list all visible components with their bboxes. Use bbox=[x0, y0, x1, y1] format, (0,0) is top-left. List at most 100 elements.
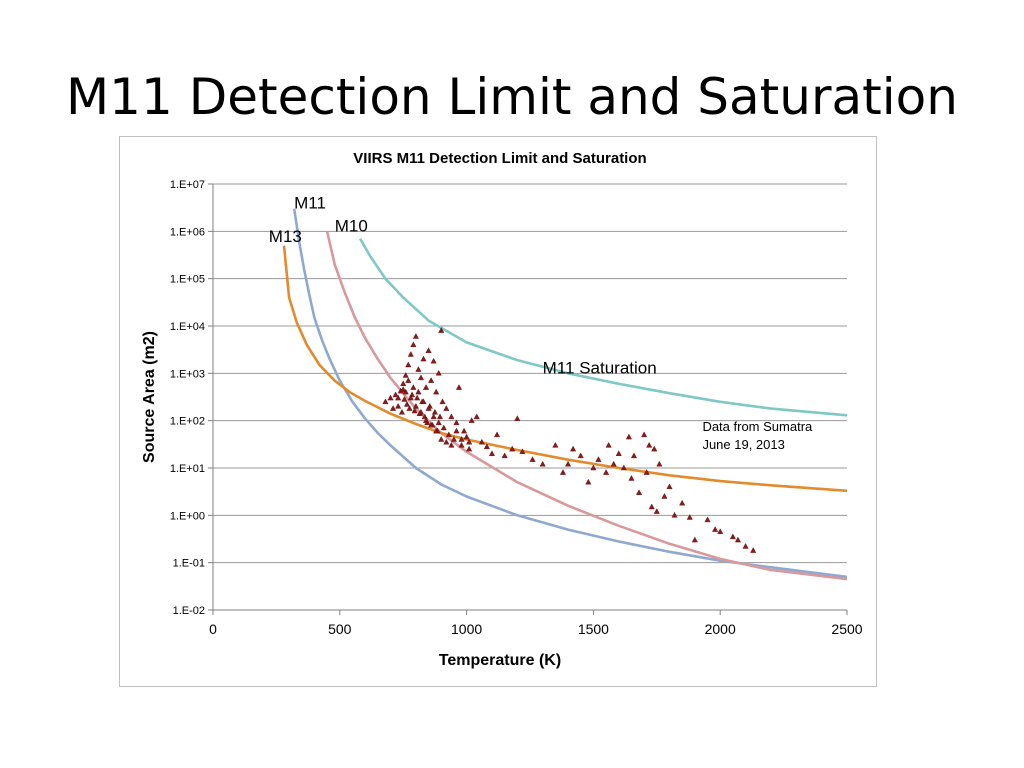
scatter-point bbox=[433, 427, 440, 434]
scatter-point bbox=[436, 413, 444, 420]
scatter-point bbox=[585, 478, 592, 485]
scatter-point bbox=[661, 493, 668, 499]
scatter-point bbox=[420, 398, 427, 405]
scatter-point bbox=[412, 402, 419, 409]
scatter-point bbox=[478, 438, 485, 445]
scatter-point bbox=[422, 384, 430, 390]
scatter-point bbox=[433, 388, 440, 395]
scatter-point bbox=[453, 419, 460, 426]
scatter-point bbox=[704, 516, 711, 523]
axes: 1.E-02 1.E-01 1.E+00 1.E+01 1.E+02 1.E+03 1.E+… bbox=[170, 179, 863, 637]
chart-text: VIIRS M11 Detection Limit and Saturation… bbox=[141, 150, 813, 669]
scatter-point bbox=[435, 419, 442, 426]
y-tick-label: 1.E-02 bbox=[173, 605, 205, 617]
scatter-point bbox=[395, 402, 402, 409]
scatter-point bbox=[493, 431, 501, 438]
x-tick-label: 0 bbox=[209, 621, 217, 637]
annotation-label: M13 bbox=[269, 227, 302, 246]
scatter-point bbox=[414, 394, 421, 401]
slide-title: M11 Detection Limit and Saturation bbox=[66, 68, 958, 126]
scatter-point bbox=[448, 441, 455, 448]
scatter-point bbox=[717, 528, 724, 534]
scatter-point bbox=[382, 398, 389, 405]
scatter-point bbox=[671, 511, 678, 518]
y-tick-label: 1.E+07 bbox=[170, 179, 205, 191]
scatter-point bbox=[455, 384, 463, 390]
scatter-point bbox=[412, 333, 419, 339]
scatter-point bbox=[410, 341, 417, 348]
scatter-point bbox=[509, 445, 516, 452]
scatter-point bbox=[440, 424, 447, 431]
scatter-point bbox=[519, 448, 526, 454]
scatter-point bbox=[605, 441, 612, 448]
scatter-point bbox=[425, 405, 432, 411]
scatter-point bbox=[398, 408, 405, 415]
y-tick-label: 1.E+04 bbox=[170, 321, 205, 333]
scatter-point bbox=[400, 386, 407, 392]
scatter-point bbox=[666, 483, 673, 490]
scatter-point bbox=[570, 445, 577, 452]
y-tick-label: 1.E+03 bbox=[170, 368, 205, 380]
scatter-point bbox=[656, 460, 663, 467]
scatter-point bbox=[742, 543, 749, 549]
y-tick-label: 1.E+00 bbox=[170, 510, 205, 522]
scatter-point bbox=[458, 441, 465, 448]
x-tick-label: 2500 bbox=[831, 621, 862, 637]
annotation-label: Data from Sumatra bbox=[702, 419, 813, 434]
scatter-point bbox=[466, 445, 473, 452]
scatter-point bbox=[488, 450, 495, 456]
scatter-point bbox=[630, 452, 638, 459]
scatter-point bbox=[411, 407, 418, 414]
scatter-point bbox=[610, 460, 617, 467]
series-line-m13 bbox=[282, 245, 848, 493]
scatter-point bbox=[729, 533, 736, 540]
scatter-point bbox=[529, 456, 536, 462]
annotation-label: M10 bbox=[335, 216, 368, 235]
scatter-point bbox=[679, 499, 686, 506]
scatter-point bbox=[445, 431, 452, 438]
scatter-point bbox=[458, 436, 465, 442]
scatter-point bbox=[405, 377, 412, 383]
y-tick-label: 1.E+02 bbox=[170, 416, 205, 428]
series-line-m11 bbox=[292, 208, 848, 579]
scatter-point bbox=[401, 396, 408, 402]
scatter-point bbox=[648, 503, 655, 510]
scatter-point bbox=[402, 372, 409, 378]
scatter-point bbox=[392, 391, 399, 398]
scatter-point bbox=[552, 441, 559, 448]
scatter-point bbox=[628, 475, 635, 481]
scatter-point bbox=[407, 351, 414, 357]
scatter-point bbox=[415, 366, 422, 372]
scatter-point bbox=[620, 464, 627, 471]
scatter-point bbox=[466, 438, 473, 445]
scatter-point bbox=[430, 413, 437, 420]
scatter-point bbox=[430, 357, 437, 364]
scatter-point bbox=[501, 452, 508, 459]
scatter-point bbox=[463, 433, 470, 440]
scatter-point bbox=[405, 361, 412, 368]
x-tick-label: 500 bbox=[328, 621, 352, 637]
scatter-point bbox=[443, 405, 450, 411]
y-tick-label: 1.E+05 bbox=[170, 274, 205, 286]
scatter-point bbox=[420, 355, 427, 362]
series-group bbox=[282, 208, 848, 581]
scatter-point bbox=[431, 408, 438, 415]
scatter-point bbox=[734, 536, 741, 543]
scatter-point bbox=[590, 464, 597, 471]
scatter-point bbox=[653, 508, 660, 514]
scatter-point bbox=[577, 452, 584, 459]
scatter-point bbox=[387, 394, 394, 401]
scatter-point bbox=[428, 377, 435, 383]
scatter-point bbox=[646, 441, 653, 448]
scatter-point bbox=[448, 413, 455, 420]
scatter-points bbox=[382, 327, 757, 553]
scatter-point bbox=[443, 438, 450, 445]
scatter-point bbox=[453, 427, 460, 434]
scatter-point bbox=[595, 456, 602, 462]
scatter-point bbox=[439, 398, 446, 405]
x-tick-label: 2000 bbox=[705, 621, 736, 637]
scatter-point bbox=[636, 489, 643, 495]
x-tick-label: 1000 bbox=[451, 621, 482, 637]
scatter-point bbox=[539, 460, 546, 467]
scatter-point bbox=[641, 431, 648, 438]
